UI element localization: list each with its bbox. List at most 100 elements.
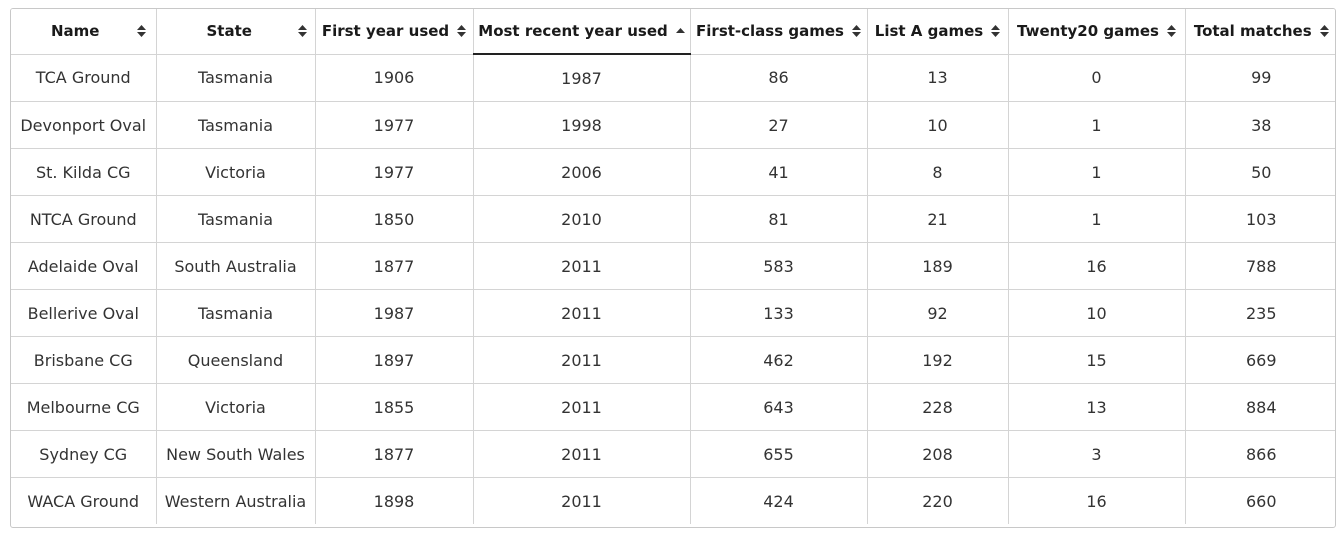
sort-both-icon[interactable] bbox=[851, 25, 861, 38]
cell-first-year-used: 1977 bbox=[315, 101, 474, 149]
cell-first-class-games: 424 bbox=[690, 477, 868, 524]
cell-twenty20-games: 1 bbox=[1008, 195, 1186, 243]
cell-most-recent-year-used: 2011 bbox=[473, 242, 691, 290]
cell-first-year-used: 1898 bbox=[315, 477, 474, 524]
cell-list-a-games: 192 bbox=[867, 336, 1009, 384]
cell-name: WACA Ground bbox=[11, 477, 157, 524]
sort-ascending-icon[interactable] bbox=[675, 25, 685, 37]
column-header-total-matches[interactable]: Total matches bbox=[1185, 9, 1335, 55]
cell-twenty20-games: 3 bbox=[1008, 430, 1186, 478]
column-header-twenty20-games[interactable]: Twenty20 games bbox=[1008, 9, 1186, 55]
column-header-label: Total matches bbox=[1193, 22, 1312, 41]
table-row: Sydney CG New South Wales 1877 2011 655 … bbox=[11, 430, 1335, 478]
cell-total-matches: 103 bbox=[1185, 195, 1335, 243]
cell-state: Queensland bbox=[156, 336, 316, 384]
cell-first-class-games: 81 bbox=[690, 195, 868, 243]
cell-first-class-games: 583 bbox=[690, 242, 868, 290]
cell-list-a-games: 208 bbox=[867, 430, 1009, 478]
cell-name: TCA Ground bbox=[11, 54, 157, 102]
column-header-first-year-used[interactable]: First year used bbox=[315, 9, 474, 55]
cell-first-class-games: 41 bbox=[690, 148, 868, 196]
cell-twenty20-games: 16 bbox=[1008, 477, 1186, 524]
table-body: TCA Ground Tasmania 1906 1987 86 13 0 99… bbox=[11, 54, 1335, 524]
cell-state: Tasmania bbox=[156, 54, 316, 102]
cell-state: Tasmania bbox=[156, 289, 316, 337]
sort-both-icon[interactable] bbox=[991, 25, 1001, 38]
cell-most-recent-year-used: 2011 bbox=[473, 336, 691, 384]
table-row: Brisbane CG Queensland 1897 2011 462 192… bbox=[11, 336, 1335, 384]
cell-first-year-used: 1850 bbox=[315, 195, 474, 243]
cell-first-year-used: 1897 bbox=[315, 336, 474, 384]
data-table: Name State Fir bbox=[11, 9, 1335, 524]
cell-name: Sydney CG bbox=[11, 430, 157, 478]
cell-total-matches: 235 bbox=[1185, 289, 1335, 337]
cell-total-matches: 884 bbox=[1185, 383, 1335, 431]
column-header-label: Twenty20 games bbox=[1017, 22, 1159, 41]
cell-first-class-games: 462 bbox=[690, 336, 868, 384]
cell-list-a-games: 92 bbox=[867, 289, 1009, 337]
cell-first-year-used: 1977 bbox=[315, 148, 474, 196]
cell-twenty20-games: 10 bbox=[1008, 289, 1186, 337]
cell-twenty20-games: 15 bbox=[1008, 336, 1186, 384]
column-header-first-class-games[interactable]: First-class games bbox=[690, 9, 868, 55]
cell-first-class-games: 27 bbox=[690, 101, 868, 149]
table-row: Melbourne CG Victoria 1855 2011 643 228 … bbox=[11, 383, 1335, 431]
cell-total-matches: 788 bbox=[1185, 242, 1335, 290]
cell-most-recent-year-used: 1987 bbox=[473, 54, 691, 102]
column-header-label: First year used bbox=[321, 22, 450, 41]
sort-both-icon[interactable] bbox=[1319, 25, 1329, 38]
cell-most-recent-year-used: 2011 bbox=[473, 289, 691, 337]
cell-name: Brisbane CG bbox=[11, 336, 157, 384]
table-row: TCA Ground Tasmania 1906 1987 86 13 0 99 bbox=[11, 54, 1335, 102]
cell-most-recent-year-used: 2011 bbox=[473, 430, 691, 478]
table-row: Adelaide Oval South Australia 1877 2011 … bbox=[11, 242, 1335, 290]
cell-first-year-used: 1906 bbox=[315, 54, 474, 102]
cell-list-a-games: 189 bbox=[867, 242, 1009, 290]
cell-first-class-games: 655 bbox=[690, 430, 868, 478]
cell-state: Tasmania bbox=[156, 101, 316, 149]
table-row: Devonport Oval Tasmania 1977 1998 27 10 … bbox=[11, 101, 1335, 149]
cell-total-matches: 660 bbox=[1245, 491, 1277, 511]
table-row: NTCA Ground Tasmania 1850 2010 81 21 1 1… bbox=[11, 195, 1335, 243]
sort-both-icon[interactable] bbox=[297, 25, 307, 38]
cell-name: St. Kilda CG bbox=[11, 148, 157, 196]
sort-both-icon[interactable] bbox=[457, 25, 467, 38]
table-row: WACA Ground Western Australia 1898 2011 … bbox=[11, 477, 1335, 524]
cell-state: Victoria bbox=[156, 148, 316, 196]
column-header-label: Name bbox=[51, 22, 100, 41]
cell-first-year-used: 1877 bbox=[315, 242, 474, 290]
cell-name: Devonport Oval bbox=[11, 101, 157, 149]
cell-twenty20-games: 16 bbox=[1008, 242, 1186, 290]
cell-twenty20-games: 0 bbox=[1008, 54, 1186, 102]
table-header-row: Name State Fir bbox=[11, 9, 1335, 55]
cell-total-matches: 50 bbox=[1185, 148, 1335, 196]
cell-state: Tasmania bbox=[156, 195, 316, 243]
cell-name: Adelaide Oval bbox=[11, 242, 157, 290]
column-header-label: List A games bbox=[874, 22, 984, 41]
cell-list-a-games: 10 bbox=[867, 101, 1009, 149]
cell-total-matches: 866 bbox=[1185, 430, 1335, 478]
cell-most-recent-year-used: 2011 bbox=[473, 477, 691, 524]
sort-both-icon[interactable] bbox=[1166, 25, 1176, 38]
sort-both-icon[interactable] bbox=[136, 25, 146, 38]
cell-state: Victoria bbox=[156, 383, 316, 431]
column-header-most-recent-year-used[interactable]: Most recent year used bbox=[473, 9, 691, 55]
cell-twenty20-games: 1 bbox=[1008, 101, 1186, 149]
cell-total-matches: 38 bbox=[1185, 101, 1335, 149]
cell-total-matches: 669 bbox=[1185, 336, 1335, 384]
cell-total-matches: 99 bbox=[1185, 54, 1335, 102]
cell-first-class-games: 643 bbox=[690, 383, 868, 431]
cell-list-a-games: 228 bbox=[867, 383, 1009, 431]
data-table-container: Name State Fir bbox=[10, 8, 1336, 528]
table-row: Bellerive Oval Tasmania 1987 2011 133 92… bbox=[11, 289, 1335, 337]
column-header-name[interactable]: Name bbox=[11, 9, 157, 55]
cell-name: NTCA Ground bbox=[11, 195, 157, 243]
cell-state: South Australia bbox=[156, 242, 316, 290]
column-header-list-a-games[interactable]: List A games bbox=[867, 9, 1009, 55]
cell-most-recent-year-used: 2011 bbox=[473, 383, 691, 431]
column-header-state[interactable]: State bbox=[156, 9, 316, 55]
cell-first-year-used: 1877 bbox=[315, 430, 474, 478]
cell-first-year-used: 1987 bbox=[315, 289, 474, 337]
cell-state: Western Australia bbox=[156, 477, 316, 524]
cell-first-year-used: 1855 bbox=[315, 383, 474, 431]
